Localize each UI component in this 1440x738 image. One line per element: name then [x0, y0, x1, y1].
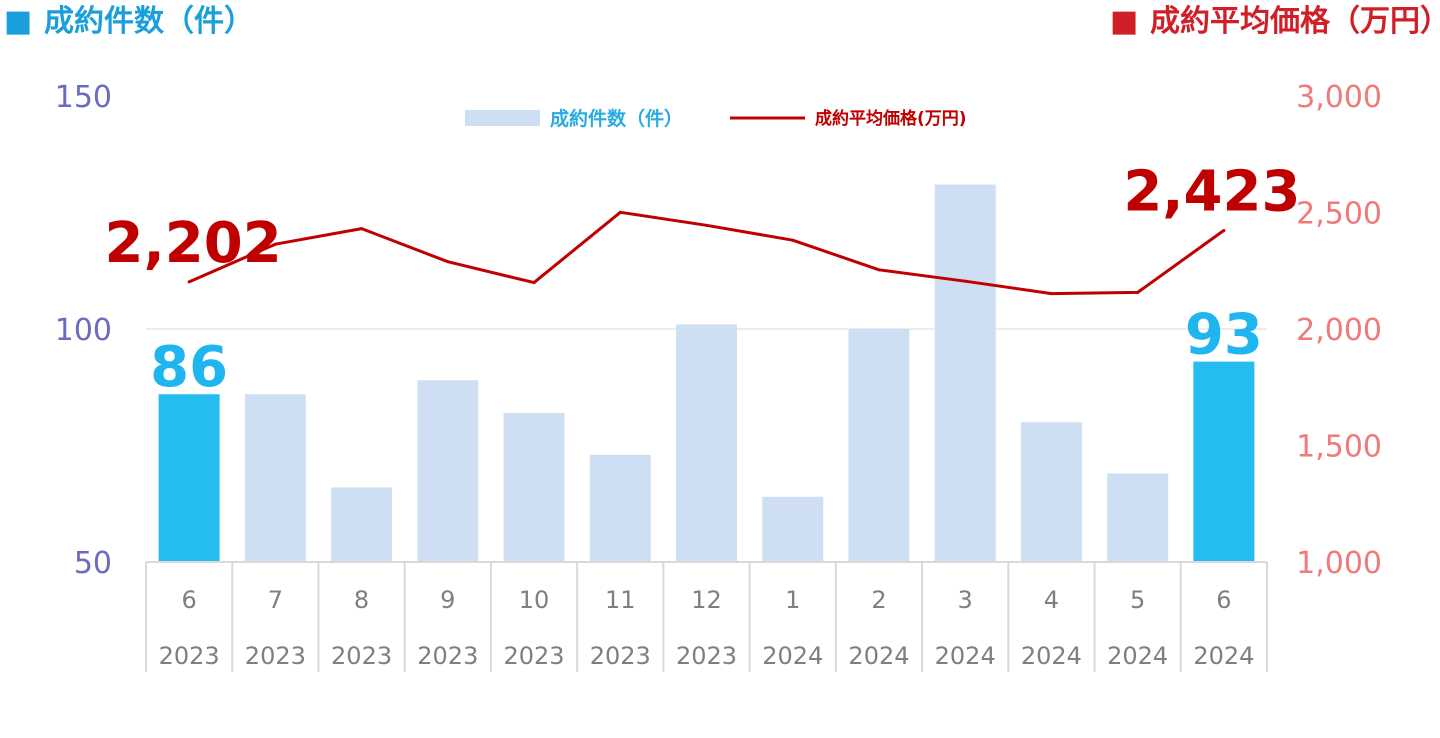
- x-tick-label-month: 2: [871, 586, 886, 614]
- x-tick-label-year: 2023: [590, 642, 651, 670]
- right-axis-tick-label: 2,000: [1296, 313, 1382, 348]
- right-axis-tick-label: 2,500: [1296, 197, 1382, 232]
- line-point: [963, 279, 967, 283]
- x-tick-label-month: 9: [440, 586, 455, 614]
- legend-swatch-bar: [465, 110, 540, 126]
- line-point: [187, 280, 191, 284]
- x-tick-label-month: 6: [181, 586, 196, 614]
- x-tick-label-year: 2024: [935, 642, 996, 670]
- bar: [1107, 473, 1169, 562]
- x-tick-label-month: 7: [268, 586, 283, 614]
- x-tick-label-year: 2023: [159, 642, 220, 670]
- bar: [1020, 422, 1082, 562]
- x-tick-label-month: 10: [519, 586, 550, 614]
- line-point: [877, 268, 881, 272]
- x-tick-label-month: 12: [691, 586, 722, 614]
- bar: [503, 412, 565, 562]
- x-tick-label-year: 2024: [848, 642, 909, 670]
- line-point: [532, 281, 536, 285]
- x-tick-label-year: 2024: [1021, 642, 1082, 670]
- x-tick-label-month: 11: [605, 586, 636, 614]
- x-tick-label-year: 2024: [762, 642, 823, 670]
- left-title-marker: ■: [4, 4, 32, 39]
- bar: [244, 394, 306, 562]
- right-axis-tick-label: 1,500: [1296, 430, 1382, 465]
- legend-label-line: 成約平均価格(万円): [815, 108, 967, 129]
- line-point: [791, 238, 795, 242]
- x-tick-label-month: 8: [354, 586, 369, 614]
- bar: [158, 394, 220, 562]
- right-axis-title: 成約平均価格（万円）: [1150, 4, 1440, 39]
- line-point: [618, 210, 622, 214]
- line-point: [1136, 290, 1140, 294]
- right-axis-tick-label: 3,000: [1296, 80, 1382, 115]
- left-axis-tick-label: 50: [74, 546, 112, 581]
- x-tick-label-year: 2024: [1193, 642, 1254, 670]
- bar: [589, 454, 651, 562]
- x-tick-label-year: 2023: [245, 642, 306, 670]
- x-tick-label-month: 5: [1130, 586, 1145, 614]
- left-axis-title: 成約件数（件）: [44, 4, 254, 39]
- line-data-label: 2,202: [105, 211, 282, 276]
- x-tick-label-year: 2023: [503, 642, 564, 670]
- line-point: [705, 223, 708, 227]
- legend-label-bar: 成約件数（件）: [550, 107, 683, 130]
- left-axis-tick-label: 100: [55, 313, 112, 348]
- x-tick-label-month: 1: [785, 586, 800, 614]
- line-point: [1222, 228, 1226, 232]
- bar: [676, 324, 737, 562]
- right-title-marker: ■: [1110, 4, 1138, 39]
- bar: [417, 380, 479, 562]
- line-point: [446, 260, 450, 264]
- bar: [1193, 361, 1255, 562]
- bar-data-label: 93: [1185, 303, 1263, 368]
- left-axis-tick-label: 150: [55, 80, 112, 115]
- x-tick-label-year: 2023: [676, 642, 737, 670]
- bar: [331, 487, 393, 562]
- right-axis-tick-label: 1,000: [1296, 546, 1382, 581]
- x-tick-label-month: 4: [1044, 586, 1059, 614]
- line-point: [360, 227, 364, 231]
- bar: [762, 496, 824, 562]
- x-tick-label-year: 2023: [331, 642, 392, 670]
- line-point: [1049, 292, 1053, 296]
- x-tick-label-month: 6: [1216, 586, 1231, 614]
- line-point: [273, 242, 277, 246]
- x-tick-label-month: 3: [958, 586, 973, 614]
- x-tick-label-year: 2023: [417, 642, 478, 670]
- x-tick-label-year: 2024: [1107, 642, 1168, 670]
- bar: [934, 184, 996, 563]
- bar: [848, 329, 910, 562]
- line-data-label: 2,423: [1123, 159, 1300, 224]
- plot-area: 50 100 150 1,000 1,500 2,000 2,500 3,000 6 2023 7 2…: [55, 80, 1382, 672]
- bar-data-label: 86: [150, 335, 228, 400]
